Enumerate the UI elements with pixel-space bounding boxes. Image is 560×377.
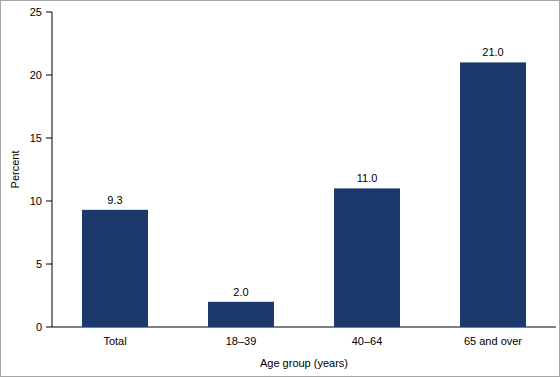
frame	[1, 1, 560, 377]
y-tick-label: 20	[30, 69, 42, 81]
y-tick	[46, 138, 52, 139]
bar	[334, 188, 400, 327]
chart-container: 0 5 10 15 20 25 9.3 Total 2.0 18–39 11.0 40–64 21.0 6…	[0, 0, 560, 377]
data-label: 2.0	[233, 286, 248, 298]
x-axis-title: Age group (years)	[260, 357, 348, 369]
bars	[82, 62, 526, 327]
y-axis-line	[52, 12, 53, 327]
y-tick	[46, 75, 52, 76]
x-tick-label: 18–39	[226, 335, 257, 347]
x-tick-label: 40–64	[352, 335, 383, 347]
x-tick-label: Total	[103, 335, 126, 347]
y-tick	[46, 201, 52, 202]
y-tick-label: 15	[30, 132, 42, 144]
y-tick-label: 0	[36, 321, 42, 333]
y-tick	[46, 12, 52, 13]
data-label: 21.0	[482, 46, 503, 58]
data-label: 9.3	[107, 194, 122, 206]
bar	[82, 210, 148, 327]
bar	[208, 302, 274, 327]
y-tick	[46, 327, 52, 328]
y-tick-label: 25	[30, 6, 42, 18]
y-tick	[46, 264, 52, 265]
bar	[460, 62, 526, 327]
chart-svg: 0 5 10 15 20 25 9.3 Total 2.0 18–39 11.0 40–64 21.0 6…	[0, 0, 560, 377]
y-tick-label: 5	[36, 258, 42, 270]
x-tick-label: 65 and over	[464, 335, 522, 347]
y-tick-label: 10	[30, 195, 42, 207]
y-axis-title: Percent	[9, 151, 21, 189]
data-label: 11.0	[357, 172, 378, 184]
labels: 9.3 Total 2.0 18–39 11.0 40–64 21.0 65 and over	[103, 46, 522, 347]
